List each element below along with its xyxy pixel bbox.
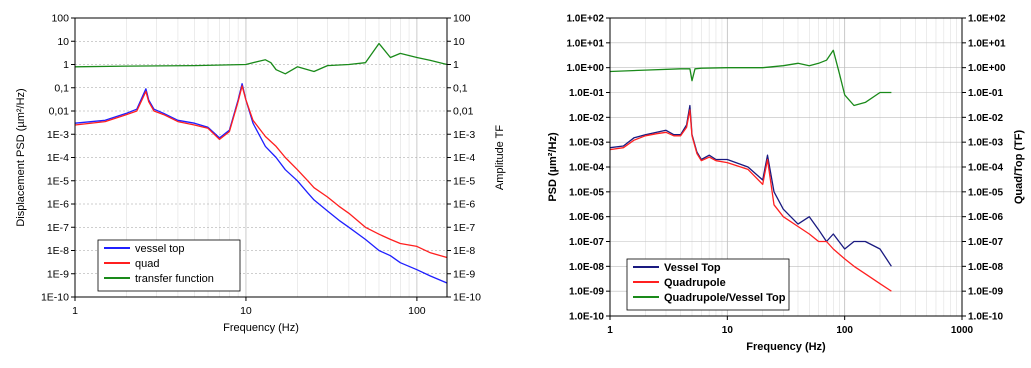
y-tick-label-left: 1.0E+02 bbox=[566, 14, 604, 25]
legend-entry: vessel top bbox=[135, 243, 185, 255]
x-tick-label: 1 bbox=[72, 305, 78, 317]
y-tick-label-left: 1E-8 bbox=[47, 245, 69, 257]
y-tick-label-right: 1.0E+00 bbox=[968, 63, 1006, 74]
y-tick-label-right: 1.0E-10 bbox=[968, 312, 1003, 323]
y-tick-label-left: 1E-3 bbox=[47, 129, 69, 141]
y-tick-label-right: 1 bbox=[453, 59, 459, 71]
legend-entry: Quadrupole/Vessel Top bbox=[664, 292, 786, 304]
chart-panel-2: 1.0E-10 1.0E-10 1.0E-09 1.0E-09 1.0E-08 1.0E-… bbox=[547, 14, 1025, 354]
y-tick-label-right: 1.0E-07 bbox=[968, 237, 1003, 248]
series-line-vessel-top bbox=[609, 104, 892, 267]
x-tick-label: 100 bbox=[836, 325, 853, 336]
x-tick-label: 100 bbox=[408, 305, 426, 317]
y-axis-label-left: Displacement PSD (µm²/Hz) bbox=[15, 88, 27, 226]
y-tick-label-right: 0,01 bbox=[453, 106, 474, 118]
y-axis-label-left: PSD (µm²/Hz) bbox=[547, 132, 559, 202]
legend: Vessel Top Quadrupole Quadrupole/Vessel To… bbox=[626, 258, 790, 311]
y-tick-label-left: 0,1 bbox=[54, 82, 69, 94]
y-tick-label-left: 0,01 bbox=[49, 106, 70, 118]
y-tick-label-right: 1E-4 bbox=[453, 152, 475, 164]
y-tick-label-left: 1E-10 bbox=[41, 292, 69, 304]
legend-entry: Vessel Top bbox=[664, 262, 721, 274]
y-tick-label-right: 10 bbox=[453, 36, 465, 48]
y-tick-label-right: 1.0E+02 bbox=[968, 14, 1006, 25]
y-tick-label-right: 1.0E-05 bbox=[968, 187, 1003, 198]
y-tick-label-left: 1.0E-08 bbox=[569, 262, 604, 273]
y-tick-label-left: 1E-4 bbox=[47, 152, 69, 164]
y-tick-label-left: 1E-9 bbox=[47, 268, 69, 280]
y-tick-label-right: 1.0E+01 bbox=[968, 38, 1006, 49]
y-tick-label-left: 100 bbox=[51, 13, 69, 25]
legend-entry: transfer function bbox=[135, 273, 214, 285]
y-tick-label-left: 1.0E-09 bbox=[569, 287, 604, 298]
y-tick-label-left: 1.0E+01 bbox=[566, 38, 604, 49]
y-tick-label-right: 1.0E-06 bbox=[968, 212, 1003, 223]
y-tick-label-left: 1E-6 bbox=[47, 199, 69, 211]
y-tick-label-left: 1.0E-04 bbox=[569, 163, 604, 174]
y-tick-label-right: 1E-9 bbox=[453, 268, 475, 280]
y-tick-label-right: 1.0E-03 bbox=[968, 138, 1003, 149]
x-tick-label: 10 bbox=[240, 305, 252, 317]
series-line-quad bbox=[74, 85, 448, 259]
y-tick-label-left: 1.0E-01 bbox=[569, 88, 604, 99]
x-tick-label: 1000 bbox=[951, 325, 974, 336]
y-tick-label-left: 1.0E+00 bbox=[566, 63, 604, 74]
y-axis-label-right: Amplitude TF bbox=[494, 125, 506, 190]
x-tick-label: 10 bbox=[722, 325, 734, 336]
x-axis-label: Frequency (Hz) bbox=[746, 341, 826, 353]
series-line-quadrupole-vessel-top bbox=[609, 49, 892, 107]
y-axis-label-right: Quad/Top (TF) bbox=[1013, 130, 1025, 205]
y-tick-label-right: 1E-5 bbox=[453, 175, 475, 187]
y-tick-label-right: 1E-10 bbox=[453, 292, 481, 304]
y-tick-label-right: 0,1 bbox=[453, 82, 468, 94]
legend: vessel top quad transfer function bbox=[97, 239, 241, 292]
series-line-transfer-function bbox=[74, 42, 448, 75]
y-tick-label-left: 1.0E-07 bbox=[569, 237, 604, 248]
y-tick-label-right: 1.0E-08 bbox=[968, 262, 1003, 273]
y-tick-label-right: 1.0E-09 bbox=[968, 287, 1003, 298]
chart-panel-1: 1E-10 1E-10 1E-9 1E-9 1E-8 1E-8 1E-7 1E-7 1E-6 1E… bbox=[15, 13, 506, 335]
y-tick-label-left: 1.0E-02 bbox=[569, 113, 604, 124]
series-line-quadrupole bbox=[609, 109, 892, 292]
y-tick-label-left: 1.0E-03 bbox=[569, 138, 604, 149]
y-tick-label-left: 1.0E-06 bbox=[569, 212, 604, 223]
y-tick-label-right: 1E-6 bbox=[453, 199, 475, 211]
y-tick-label-right: 1.0E-04 bbox=[968, 163, 1003, 174]
y-tick-label-right: 1.0E-02 bbox=[968, 113, 1003, 124]
y-tick-label-left: 1 bbox=[63, 59, 69, 71]
y-tick-label-right: 1E-3 bbox=[453, 129, 475, 141]
series-line-vessel-top bbox=[74, 83, 448, 284]
legend-entry: Quadrupole bbox=[664, 277, 726, 289]
y-tick-label-left: 10 bbox=[57, 36, 69, 48]
y-tick-label-right: 1.0E-01 bbox=[968, 88, 1003, 99]
legend-entry: quad bbox=[135, 258, 159, 270]
x-axis-label: Frequency (Hz) bbox=[223, 322, 299, 334]
x-tick-label: 1 bbox=[607, 325, 613, 336]
y-tick-label-right: 100 bbox=[453, 13, 471, 25]
y-tick-label-left: 1.0E-05 bbox=[569, 187, 604, 198]
y-tick-label-right: 1E-8 bbox=[453, 245, 475, 257]
y-tick-label-left: 1E-7 bbox=[47, 222, 69, 234]
y-tick-label-left: 1E-5 bbox=[47, 175, 69, 187]
y-tick-label-left: 1.0E-10 bbox=[569, 312, 604, 323]
y-tick-label-right: 1E-7 bbox=[453, 222, 475, 234]
